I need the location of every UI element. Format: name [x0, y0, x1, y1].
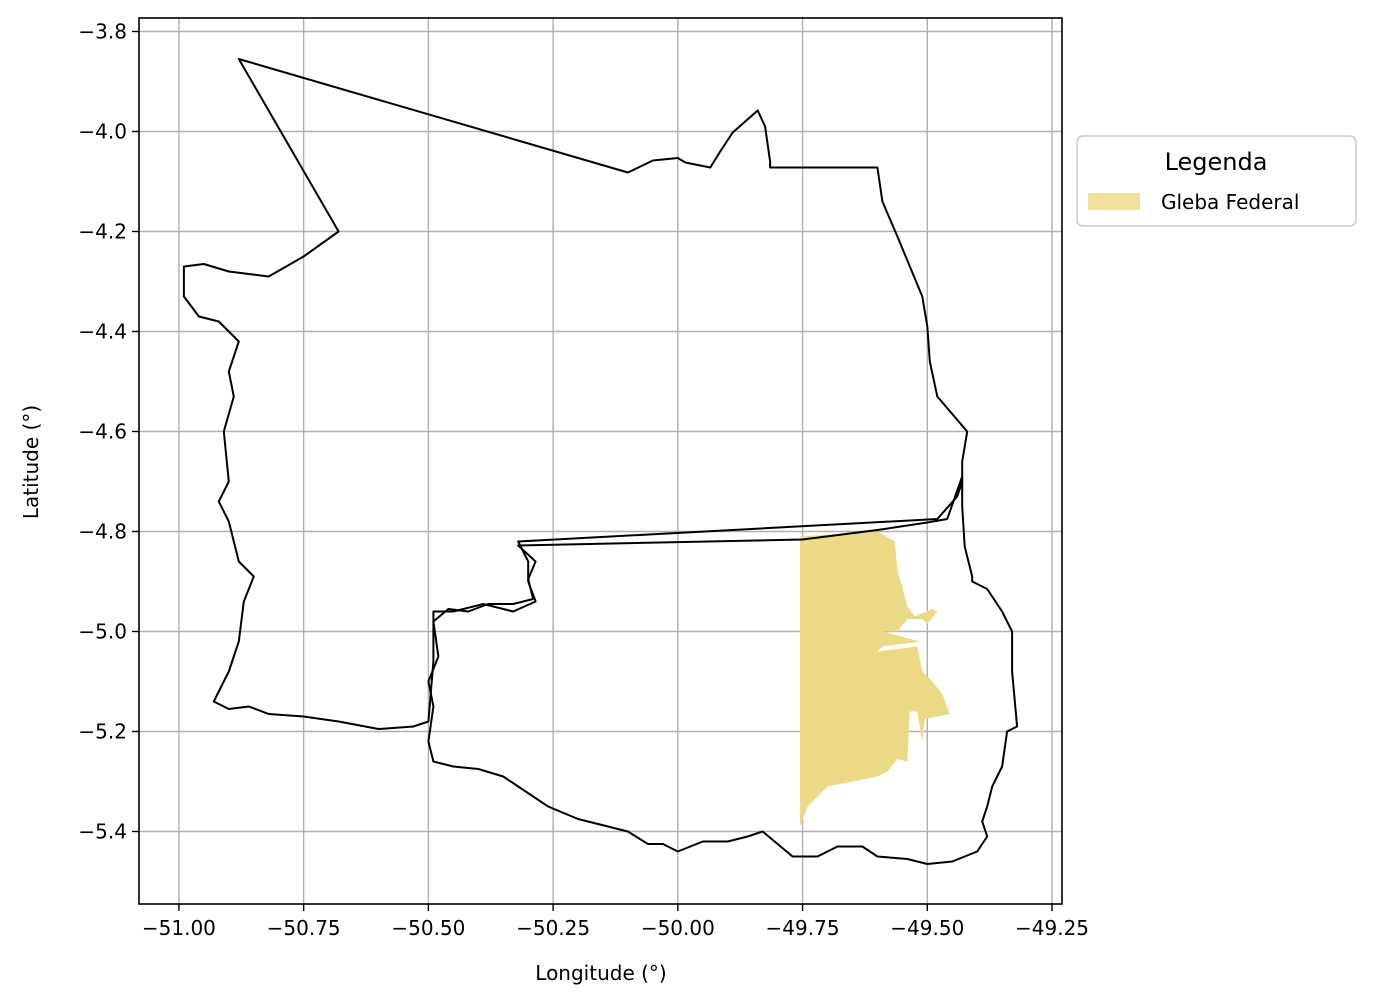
- y-tick-label: −4.6: [78, 420, 127, 444]
- boundary-north: [182, 58, 969, 730]
- legend-frame: [1076, 135, 1357, 227]
- legend: Legenda Gleba Federal: [1076, 135, 1357, 227]
- x-tick-label: −50.25: [516, 916, 590, 940]
- x-tick-label: −50.50: [391, 916, 465, 940]
- x-axis-label: Longitude (°): [535, 961, 666, 985]
- y-axis-label: Latitude (°): [19, 405, 43, 519]
- axes-frame: [138, 17, 1063, 905]
- legend-swatch-gleba-federal: [1088, 193, 1140, 210]
- x-tick-label: −50.00: [641, 916, 715, 940]
- x-axis-ticks: −51.00 −50.75 −50.50 −50.25 −50.00 −49.75 −49.…: [142, 904, 1089, 940]
- x-tick-label: −50.75: [267, 916, 341, 940]
- y-tick-label: −4.0: [78, 120, 127, 144]
- x-tick-label: −49.75: [766, 916, 840, 940]
- x-tick-label: −49.50: [890, 916, 964, 940]
- y-tick-label: −3.8: [78, 20, 127, 44]
- gleba-federal-layer: [800, 531, 950, 827]
- y-tick-label: −4.2: [78, 220, 127, 244]
- y-tick-label: −4.8: [78, 520, 127, 544]
- y-tick-label: −5.0: [78, 620, 127, 644]
- grid-lines: [139, 18, 1062, 904]
- legend-title: Legenda: [1165, 148, 1268, 176]
- gleba-federal: [800, 531, 950, 827]
- legend-label-gleba-federal: Gleba Federal: [1161, 190, 1299, 214]
- municipality-boundaries: [182, 58, 1019, 865]
- y-tick-label: −4.4: [78, 320, 127, 344]
- y-axis-ticks: −3.8 −4.0 −4.2 −4.4 −4.6 −4.8 −5.0 −5.2 −5.4: [78, 20, 139, 844]
- x-tick-label: −49.25: [1015, 916, 1089, 940]
- y-tick-label: −5.4: [78, 820, 127, 844]
- plot-area: [138, 17, 1063, 905]
- boundary-south: [427, 475, 1019, 865]
- y-tick-label: −5.2: [78, 720, 127, 744]
- x-tick-label: −51.00: [142, 916, 216, 940]
